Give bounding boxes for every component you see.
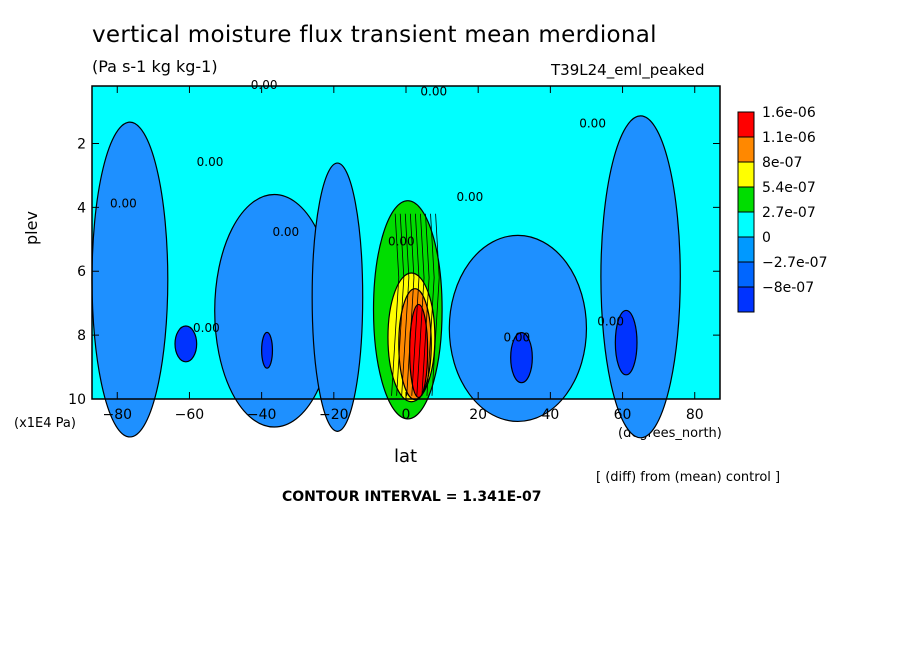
contour-line (406, 213, 415, 396)
legend-label: 1.1e-06 (762, 130, 816, 146)
contour-label: 0.00 (579, 117, 606, 131)
contour-line (416, 213, 425, 396)
x-tick-label: 20 (469, 407, 487, 423)
legend-swatch (737, 236, 755, 263)
contour-label: 0.00 (272, 225, 299, 239)
contour-region-negative-6 (261, 331, 274, 369)
contour-line (401, 213, 410, 396)
contour-label: 0.00 (251, 78, 278, 92)
x-tick-label: −20 (319, 407, 349, 423)
legend-label: 5.4e-07 (762, 180, 816, 196)
contour-label: 0.00 (457, 190, 484, 204)
y-tick-label: 4 (77, 200, 86, 216)
legend-label: −2.7e-07 (762, 255, 827, 271)
contour-line (391, 213, 400, 396)
run-label: T39L24_eml_peaked (551, 61, 705, 79)
x-tick-label: −80 (102, 407, 132, 423)
legend-swatch (737, 211, 755, 238)
x-tick-label: 60 (614, 407, 632, 423)
contour-region-negative-2 (311, 162, 364, 432)
contour-region-negative-0 (91, 121, 169, 438)
contour-label: 0.00 (110, 196, 137, 210)
legend-swatch (737, 136, 755, 163)
chart-units: (Pa s-1 kg kg-1) (92, 57, 218, 76)
x-tick-label: 40 (541, 407, 559, 423)
contour-label: 0.00 (193, 321, 220, 335)
legend-label: 0 (762, 230, 771, 246)
contour-label: 0.00 (388, 235, 415, 249)
y-tick-label: 2 (77, 136, 86, 152)
contour-region-negative-7 (510, 331, 533, 384)
legend-swatch (737, 261, 755, 288)
contour-label: 0.00 (597, 315, 624, 329)
legend-swatch (737, 111, 755, 138)
contour-region-negative-4 (600, 115, 681, 439)
contour-line (431, 213, 440, 396)
contour-label: 0.00 (420, 85, 447, 99)
contour-line (396, 213, 405, 396)
contour-interval: CONTOUR INTERVAL = 1.341E-07 (282, 489, 542, 505)
x-tick-label: −40 (247, 407, 277, 423)
contour-region-negative-5 (174, 325, 198, 363)
contour-line (426, 213, 435, 396)
y-tick-label: 6 (77, 264, 86, 280)
x-axis-label: lat (394, 446, 418, 467)
legend-label: −8e-07 (762, 280, 814, 296)
x-tick-label: 0 (402, 407, 411, 423)
contour-line (421, 213, 430, 396)
legend-swatch (737, 286, 755, 313)
contour-label: 0.00 (197, 155, 224, 169)
x-tick-label: −60 (175, 407, 205, 423)
contour-label: 0.00 (503, 331, 530, 345)
legend-label: 8e-07 (762, 155, 802, 171)
y-tick-label: 10 (68, 392, 86, 408)
contour-region-negative-8 (614, 309, 638, 376)
y-tick-label: 8 (77, 328, 86, 344)
chart-title: vertical moisture flux transient mean me… (92, 22, 657, 48)
legend-label: 1.6e-06 (762, 105, 816, 121)
contour-region-negative-3 (448, 234, 588, 423)
y-axis-units: (x1E4 Pa) (14, 416, 76, 431)
contour-line (411, 213, 420, 396)
legend-swatch (737, 186, 755, 213)
diff-note: [ (diff) from (mean) control ] (596, 470, 781, 485)
x-tick-label: 80 (686, 407, 704, 423)
legend-label: 2.7e-07 (762, 205, 816, 221)
legend-swatch (737, 161, 755, 188)
